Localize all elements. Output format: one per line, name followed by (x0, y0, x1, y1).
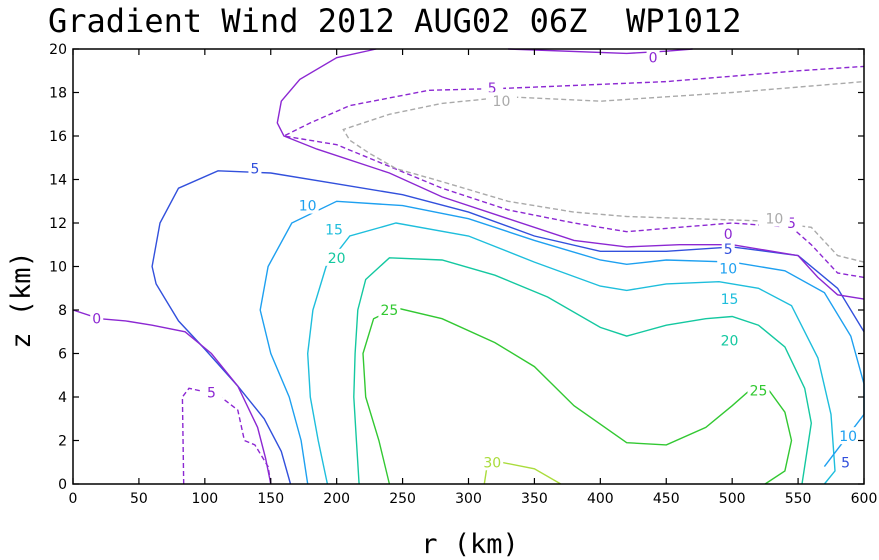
y-axis-label: z (km) (6, 251, 37, 349)
contour-label--10: 10 (493, 94, 511, 110)
contour-label-bg (200, 383, 223, 401)
x-tick-label: 350 (521, 491, 548, 507)
contour-label-bg (485, 92, 517, 110)
y-tick-label: 6 (58, 347, 67, 363)
contour-label-bg (839, 453, 853, 471)
contour-line-25-1 (362, 307, 793, 485)
contour-label-10: 10 (839, 429, 857, 445)
contour-label-bg (758, 209, 790, 227)
contour-line-0-7 (276, 48, 865, 300)
contour-label-25: 25 (750, 383, 768, 399)
contour-label-10: 10 (299, 199, 317, 215)
contour-label-bg (717, 259, 740, 277)
contour-label-20: 20 (721, 333, 739, 349)
y-tick-label: 8 (58, 303, 67, 319)
x-tick-label: 400 (587, 491, 614, 507)
contour-lines (72, 48, 865, 485)
contour-label-15: 15 (325, 223, 343, 239)
plot-frame (72, 48, 865, 485)
contour-line-20-2 (353, 257, 813, 485)
contour-label-0: 0 (649, 51, 658, 67)
x-axis-ticks: 0 50 100 150 200 250 300 350 400 450 500 550 600 (69, 49, 878, 507)
x-tick-label: 100 (191, 491, 218, 507)
contour-label--5: 5 (488, 81, 497, 97)
y-tick-label: 4 (58, 390, 67, 406)
contour-label--5: 5 (787, 216, 796, 232)
x-tick-label: 500 (719, 491, 746, 507)
x-tick-label: 50 (130, 491, 148, 507)
y-tick-label: 16 (49, 129, 67, 145)
contour-label-30: 30 (483, 455, 501, 471)
contour-line-0-6 (72, 309, 272, 485)
contour-line-5-5 (151, 170, 865, 485)
chart-title: Gradient Wind 2012 AUG02 06Z WP1012 (48, 2, 742, 40)
x-tick-label: 150 (257, 491, 284, 507)
contour-label--5: 5 (207, 386, 216, 402)
contour-label-bg (747, 381, 770, 399)
y-axis-ticks: 0 2 4 6 8 10 12 14 16 18 20 (49, 42, 864, 493)
contour-line--10-11 (342, 80, 865, 263)
y-tick-label: 0 (58, 477, 67, 493)
y-tick-label: 14 (49, 173, 67, 189)
y-tick-label: 10 (49, 260, 67, 276)
x-axis-label: r (km) (421, 529, 519, 560)
x-tick-label: 250 (389, 491, 416, 507)
x-tick-label: 0 (69, 491, 78, 507)
contour-label-bg (721, 224, 735, 242)
contour-label-bg (481, 79, 504, 97)
contour-label-bg (718, 290, 741, 308)
contour-label-20: 20 (328, 251, 346, 267)
contour-label-bg (718, 331, 741, 349)
contour-label-15: 15 (721, 292, 739, 308)
contour-label-bg (323, 220, 346, 238)
contour-label-bg (837, 427, 860, 445)
contour-label-bg (296, 196, 319, 214)
contour-label-0: 0 (92, 312, 101, 328)
contour-line-10-4 (259, 200, 865, 485)
contour-label-25: 25 (380, 303, 398, 319)
x-tick-label: 550 (785, 491, 812, 507)
contour-label-5: 5 (841, 455, 850, 471)
contour-label-bg (325, 248, 348, 266)
y-tick-label: 20 (49, 42, 67, 58)
y-tick-label: 2 (58, 434, 67, 450)
contour-line-15-3 (306, 222, 836, 485)
y-tick-label: 12 (49, 216, 67, 232)
contour-label--10: 10 (765, 212, 783, 228)
contour-label-bg (481, 453, 504, 471)
x-tick-label: 600 (851, 491, 878, 507)
y-tick-label: 18 (49, 86, 67, 102)
x-tick-label: 450 (653, 491, 680, 507)
contour-label-bg (721, 240, 735, 258)
contour-label-bg (378, 301, 401, 318)
contour-label-0: 0 (724, 227, 733, 243)
contour-label-5: 5 (724, 242, 733, 258)
contour-label-bg (646, 48, 660, 66)
contour-label-bg (248, 159, 262, 177)
contour-label-10: 10 (719, 262, 737, 278)
x-tick-label: 300 (455, 491, 482, 507)
contour-label-bg (90, 309, 104, 327)
contour-line--5-10 (181, 387, 272, 485)
x-tick-label: 200 (323, 491, 350, 507)
contour-label-5: 5 (250, 162, 259, 178)
contour-line-0-8 (508, 48, 693, 55)
